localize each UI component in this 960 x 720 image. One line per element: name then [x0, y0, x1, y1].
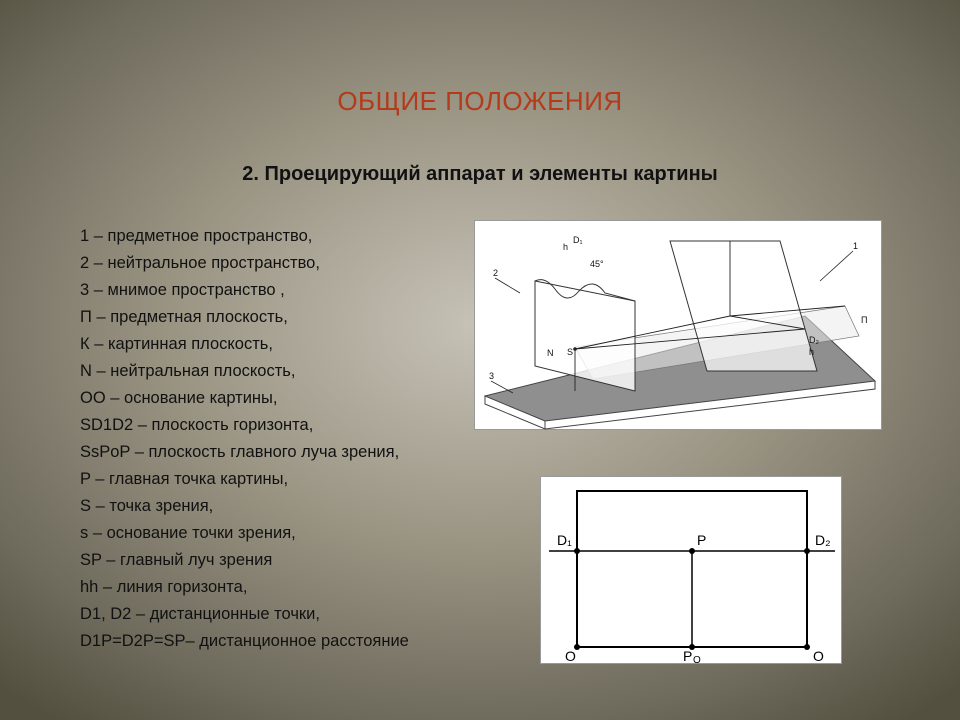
definition-item: hh – линия горизонта, — [80, 574, 409, 601]
svg-text:D₁: D₁ — [573, 235, 583, 245]
definition-item: D1, D2 – дистанционные точки, — [80, 601, 409, 628]
svg-text:h: h — [563, 242, 568, 252]
slide-subtitle: 2. Проецирующий аппарат и элементы карти… — [0, 163, 960, 186]
figure-2d-picture-plane: D₁D₂PPOOO — [540, 476, 842, 664]
svg-text:P: P — [697, 532, 706, 548]
definition-item: P – главная точка картины, — [80, 466, 409, 493]
definition-item: N – нейтральная плоскость, — [80, 358, 409, 385]
svg-text:S: S — [567, 347, 573, 357]
slide-title: ОБЩИЕ ПОЛОЖЕНИЯ — [0, 86, 960, 117]
svg-text:O: O — [565, 648, 576, 664]
definition-item: 1 – предметное пространство, — [80, 223, 409, 250]
svg-text:h: h — [809, 347, 814, 357]
definition-item: s – основание точки зрения, — [80, 520, 409, 547]
definitions-list: 1 – предметное пространство,2 – нейтраль… — [80, 223, 409, 655]
definition-item: 3 – мнимое пространство , — [80, 277, 409, 304]
definition-item: 2 – нейтральное пространство, — [80, 250, 409, 277]
svg-text:45°: 45° — [590, 259, 604, 269]
svg-text:D₁: D₁ — [557, 532, 572, 548]
definition-item: D1P=D2P=SP– дистанционное расстояние — [80, 628, 409, 655]
svg-text:3: 3 — [489, 371, 494, 381]
svg-text:1: 1 — [853, 241, 858, 251]
svg-text:П: П — [861, 315, 867, 325]
svg-text:2: 2 — [493, 268, 498, 278]
svg-text:O: O — [693, 655, 701, 665]
definition-item: SP – главный луч зрения — [80, 547, 409, 574]
definition-item: SD1D2 – плоскость горизонта, — [80, 412, 409, 439]
svg-text:D₂: D₂ — [809, 335, 819, 345]
definition-item: SsPoP – плоскость главного луча зрения, — [80, 439, 409, 466]
definition-item: К – картинная плоскость, — [80, 331, 409, 358]
svg-text:D₂: D₂ — [815, 532, 831, 548]
definition-item: П – предметная плоскость, — [80, 304, 409, 331]
definition-item: S – точка зрения, — [80, 493, 409, 520]
svg-text:O: O — [813, 648, 824, 664]
figure-3d-perspective: 1 2 3 П N Sh D₁ 45° D₂ h — [474, 220, 882, 430]
svg-text:P: P — [683, 648, 692, 664]
definition-item: ОО – основание картины, — [80, 385, 409, 412]
svg-text:N: N — [547, 348, 554, 358]
